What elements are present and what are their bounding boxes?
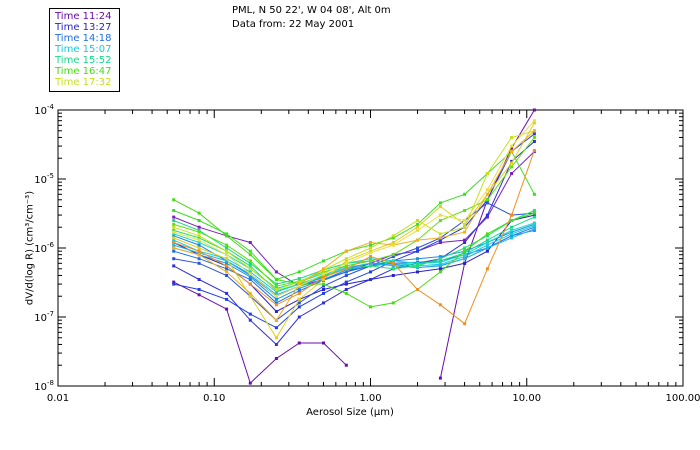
- series-18: [172, 121, 536, 340]
- series-line: [173, 216, 535, 285]
- y-axis-label: dV/d(log R) (cm³/cm⁻³): [24, 190, 36, 306]
- series-line: [173, 202, 535, 321]
- series-line: [173, 120, 535, 297]
- y-tick-label: 10-7: [34, 310, 54, 324]
- series-line: [173, 281, 347, 385]
- series-17: [172, 129, 536, 291]
- x-tick-label: 0.10: [203, 393, 225, 404]
- series-line: [173, 122, 535, 339]
- x-tick-label: 1.00: [359, 393, 381, 404]
- series-15: [172, 150, 536, 281]
- series-21: [172, 119, 536, 298]
- legend-item: Time 15:52: [55, 55, 112, 66]
- series-line: [173, 150, 535, 325]
- x-tick-label: 0.01: [47, 393, 69, 404]
- series-line: [173, 150, 535, 281]
- series-line: [173, 222, 535, 289]
- date-label: Data from: 22 May 2001: [232, 19, 355, 30]
- series-line: [173, 199, 535, 308]
- series-19: [172, 129, 536, 322]
- series-4: [172, 132, 536, 330]
- series-20: [172, 148, 536, 326]
- legend-item: Time 17:32: [55, 77, 112, 88]
- legend: Time 11:24 Time 13:27 Time 14:18 Time 15:07…: [49, 8, 120, 92]
- legend-item: Time 16:47: [55, 66, 112, 77]
- x-axis-label: Aerosol Size (μm): [306, 407, 394, 418]
- legend-item: Time 13:27: [55, 22, 112, 33]
- series-line: [173, 130, 535, 291]
- series-line: [173, 210, 535, 292]
- y-tick-label: 10-8: [34, 379, 54, 393]
- legend-item: Time 14:18: [55, 33, 112, 44]
- legend-item: Time 11:24: [55, 11, 112, 22]
- location-label: PML, N 50 22', W 04 08', Alt 0m: [232, 5, 391, 16]
- legend-item: Time 15:07: [55, 44, 112, 55]
- y-tick-label: 10-4: [34, 103, 54, 117]
- x-tick-label: 100.00: [666, 393, 700, 404]
- y-tick-label: 10-5: [34, 172, 54, 186]
- y-tick-label: 10-6: [34, 241, 54, 255]
- x-tick-label: 10.00: [512, 393, 541, 404]
- chart-header: PML, N 50 22', W 04 08', Alt 0m Data fro…: [232, 4, 391, 32]
- series-line: [173, 228, 535, 296]
- axis-ticks: [57, 110, 683, 387]
- series-line: [173, 130, 535, 322]
- tick-labels: 0.01 0.10 1.00 10.00 100.00 10-8 10-7 10-6 10-5 1…: [34, 103, 700, 404]
- series-layer: [172, 108, 536, 385]
